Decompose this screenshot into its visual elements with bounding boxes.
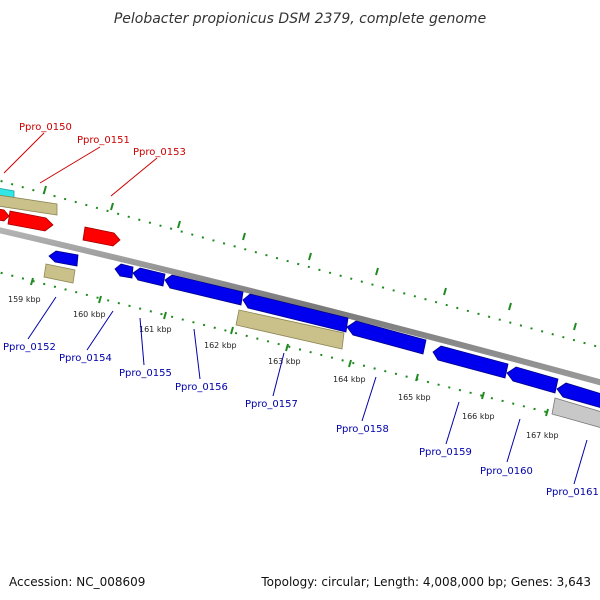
reverse-labels: Ppro_0152 Ppro_0154 Ppro_0155 Ppro_0156 …	[3, 342, 599, 498]
gene-ppro-0158[interactable]	[242, 293, 349, 333]
reverse-strand-genes	[43, 250, 600, 428]
gene-label-ppro-0153[interactable]: Ppro_0153	[133, 147, 186, 158]
reverse-label-leaders	[27, 296, 588, 485]
gene-label-ppro-0155[interactable]: Ppro_0155	[119, 368, 172, 379]
gene-ppro-0152[interactable]	[48, 250, 79, 267]
kbp-label-164: 164 kbp	[333, 375, 366, 384]
gene-label-ppro-0154[interactable]: Ppro_0154	[59, 353, 112, 364]
gene-label-ppro-0158[interactable]: Ppro_0158	[336, 424, 389, 435]
gene-label-ppro-0156[interactable]: Ppro_0156	[175, 382, 228, 393]
gene-gray-fragment[interactable]	[551, 397, 600, 428]
gene-label-ppro-0150[interactable]: Ppro_0150	[19, 122, 72, 133]
forward-label-leaders	[3, 132, 158, 197]
gene-ppro-0154[interactable]	[114, 263, 134, 279]
gene-label-ppro-0152[interactable]: Ppro_0152	[3, 342, 56, 353]
gene-ppro-0160[interactable]	[506, 366, 559, 394]
gene-red-1[interactable]	[0, 208, 10, 222]
genome-summary-text: Topology: circular; Length: 4,008,000 bp…	[260, 575, 591, 589]
gene-ppro-0155[interactable]	[132, 267, 166, 287]
kbp-label-165: 165 kbp	[398, 393, 431, 402]
gene-red-2[interactable]	[7, 210, 54, 232]
genome-backbone	[0, 227, 600, 386]
gene-ppro-0150-tan[interactable]	[0, 194, 58, 216]
forward-labels: Ppro_0150 Ppro_0151 Ppro_0153	[19, 122, 186, 158]
accession-text: Accession: NC_008609	[9, 575, 145, 589]
gene-ppro-0152-tan[interactable]	[43, 263, 76, 284]
gene-ppro-0161[interactable]	[556, 382, 600, 408]
gene-label-ppro-0151[interactable]: Ppro_0151	[77, 135, 130, 146]
kbp-label-161: 161 kbp	[139, 325, 172, 334]
gene-label-ppro-0157[interactable]: Ppro_0157	[245, 399, 298, 410]
gene-ppro-0157-tan[interactable]	[235, 309, 345, 350]
outer-scale	[0, 179, 600, 349]
kbp-label-160: 160 kbp	[73, 310, 106, 319]
gene-ppro-0159[interactable]	[432, 345, 509, 379]
gene-label-ppro-0160[interactable]: Ppro_0160	[480, 466, 533, 477]
map-title: Pelobacter propionicus DSM 2379, complet…	[114, 11, 486, 27]
gene-red-3[interactable]	[82, 226, 121, 247]
kbp-label-159: 159 kbp	[8, 295, 41, 304]
gene-label-ppro-0161[interactable]: Ppro_0161	[546, 487, 599, 498]
inner-scale	[0, 271, 600, 427]
gene-label-ppro-0159[interactable]: Ppro_0159	[419, 447, 472, 458]
kbp-label-162: 162 kbp	[204, 341, 237, 350]
kbp-label-167: 167 kbp	[526, 431, 559, 440]
gene-ppro-0158b[interactable]	[346, 320, 427, 355]
gene-ppro-0156[interactable]	[164, 274, 244, 306]
forward-strand-genes	[0, 187, 121, 247]
kbp-label-166: 166 kbp	[462, 412, 495, 421]
kbp-labels: 159 kbp 160 kbp 161 kbp 162 kbp 163 kbp …	[8, 295, 559, 440]
kbp-label-163: 163 kbp	[268, 357, 301, 366]
